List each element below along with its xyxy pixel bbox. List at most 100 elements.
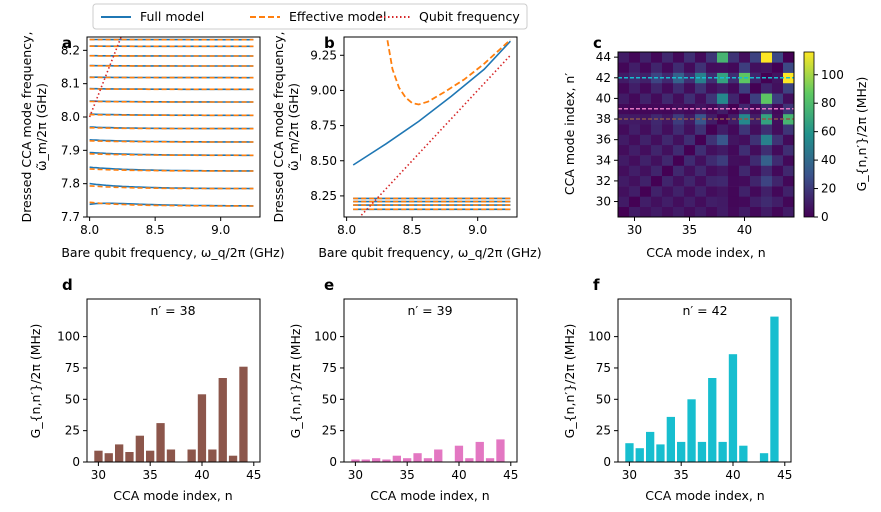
heatmap-cell-41-31 [750,186,762,197]
panel-label-b: b [324,34,335,52]
heatmap-cell-34-37 [673,124,685,135]
heatmap-cell-36-36 [695,134,707,146]
heatmap-cell-37-44 [706,52,718,63]
heatmap-cell-29-42 [618,72,630,84]
e-bar-42 [475,441,484,462]
c-xtick-label-0: 30 [627,223,642,237]
heatmap-cell-33-43 [662,62,674,73]
d-bar-44 [239,366,248,462]
cbar-tick-label-5: 100 [821,68,844,82]
heatmap-cell-39-35 [728,144,740,156]
heatmap-cell-39-32 [728,175,740,187]
e-xtick-label-2: 40 [451,468,466,482]
panel-e-frame [343,298,518,463]
heatmap-cell-36-42 [695,72,707,84]
panel-a-ylabel-line1: Dressed CCA mode frequency, [19,32,34,223]
heatmap-cell-38-33 [717,165,729,177]
heatmap-cell-31-40 [640,93,652,104]
legend: Full model Effective model Qubit frequen… [92,3,528,30]
b-ytick-label-4: 9.25 [310,48,337,62]
heatmap-cell-44-31 [783,186,795,197]
f-xtick-label-0: 30 [622,468,637,482]
heatmap-cell-30-41 [629,82,641,94]
heatmap-cell-44-43 [783,62,795,73]
heatmap-cell-42-38 [761,113,773,125]
heatmap-cell-42-35 [761,144,773,156]
f-bar-30 [625,443,634,462]
heatmap-cell-35-36 [684,134,696,146]
d-bar-42 [218,378,227,462]
f-bar-37 [697,441,707,462]
heatmap-cell-40-40 [739,93,751,104]
heatmap-cell-35-37 [684,124,696,135]
e-bar-38 [434,449,443,462]
panel-e-bars [351,439,505,462]
a-xtick-label-1: 8.5 [146,223,165,237]
panel-label-a: a [62,34,72,52]
heatmap-cell-31-30 [640,196,652,207]
effective-model-line-6 [89,113,254,117]
heatmap-cell-37-36 [706,134,718,146]
heatmap-cell-35-33 [684,165,696,177]
panel-d-ticks: 30 35 40 45 0 25 50 75 100 [57,330,261,482]
heatmap-cell-29-43 [618,62,630,73]
heatmap-cell-36-38 [695,113,707,125]
heatmap-cell-37-33 [706,165,718,177]
effective-model-line-3 [89,153,254,157]
panel-label-e: e [324,276,334,294]
heatmap-cell-37-32 [706,175,718,187]
heatmap-cell-30-32 [629,175,641,187]
d-bar-34 [135,435,144,462]
heatmap-cell-30-37 [629,124,641,135]
heatmap-cell-34-29 [673,206,685,218]
e-xtick-label-0: 30 [348,468,363,482]
heatmap-cell-42-30 [761,196,773,207]
heatmap-cell-31-31 [640,186,652,197]
heatmap-cell-44-41 [783,82,795,94]
heatmap-cell-44-33 [783,165,795,177]
heatmap-cell-44-36 [783,134,795,146]
heatmap-cell-35-30 [684,196,696,207]
heatmap-cell-43-32 [772,175,784,187]
heatmap-cell-40-43 [739,62,751,73]
heatmap-cell-29-31 [618,186,630,197]
f-ytick-label-3: 75 [596,361,611,375]
b-xtick-label-2: 9.0 [468,223,487,237]
heatmap-cell-36-30 [695,196,707,207]
e-ytick-label-4: 100 [314,330,337,344]
b-ytick-label-1: 8.50 [310,154,337,168]
cbar-tick-label-2: 40 [821,153,836,167]
panel-e-xlabel: CCA mode index, n [370,488,489,503]
heatmap-cell-33-36 [662,134,674,146]
heatmap-cell-39-30 [728,196,740,207]
panel-c: 30 35 40 30 32 34 36 38 40 42 44 0 20 40 60 80 100 CCA … [562,50,869,260]
heatmap-cell-30-36 [629,134,641,146]
panel-f-title: n′ = 42 [682,303,727,318]
f-bar-38 [708,378,717,462]
heatmap-cells [618,52,795,218]
heatmap-cell-34-43 [673,62,685,73]
heatmap-cell-43-29 [772,206,784,218]
heatmap-cell-32-36 [651,134,663,146]
panel-f-ylabel: G_{n,n′}/2π (MHz) [562,324,577,439]
heatmap-cell-30-38 [629,113,641,125]
c-ytick-label-1: 32 [596,174,611,188]
heatmap-cell-42-31 [761,186,773,197]
b-ytick-label-0: 8.25 [310,189,337,203]
heatmap-cell-43-36 [772,134,784,146]
e-bar-31 [361,459,370,462]
f-xtick-label-2: 40 [725,468,740,482]
heatmap-cell-44-29 [783,206,795,218]
panel-e: 30 35 40 45 0 25 50 75 100 n′ = 39 CCA mode inde… [288,298,518,503]
heatmap-cell-38-32 [717,175,729,187]
heatmap-cell-41-30 [750,196,762,207]
cbar-tick-label-4: 80 [821,96,836,110]
heatmap-cell-36-32 [695,175,707,187]
f-bar-34 [666,416,675,462]
heatmap-cell-35-38 [684,113,696,125]
b-xtick-label-1: 8.5 [403,223,422,237]
panel-a-ticks: 8.0 8.5 9.0 7.7 7.8 7.9 8.0 8.1 8.2 [61,43,230,237]
panel-e-ticks: 30 35 40 45 0 25 50 75 100 [314,330,518,482]
heatmap-cell-44-34 [783,155,795,166]
a-ytick-label-1: 7.8 [61,177,80,191]
